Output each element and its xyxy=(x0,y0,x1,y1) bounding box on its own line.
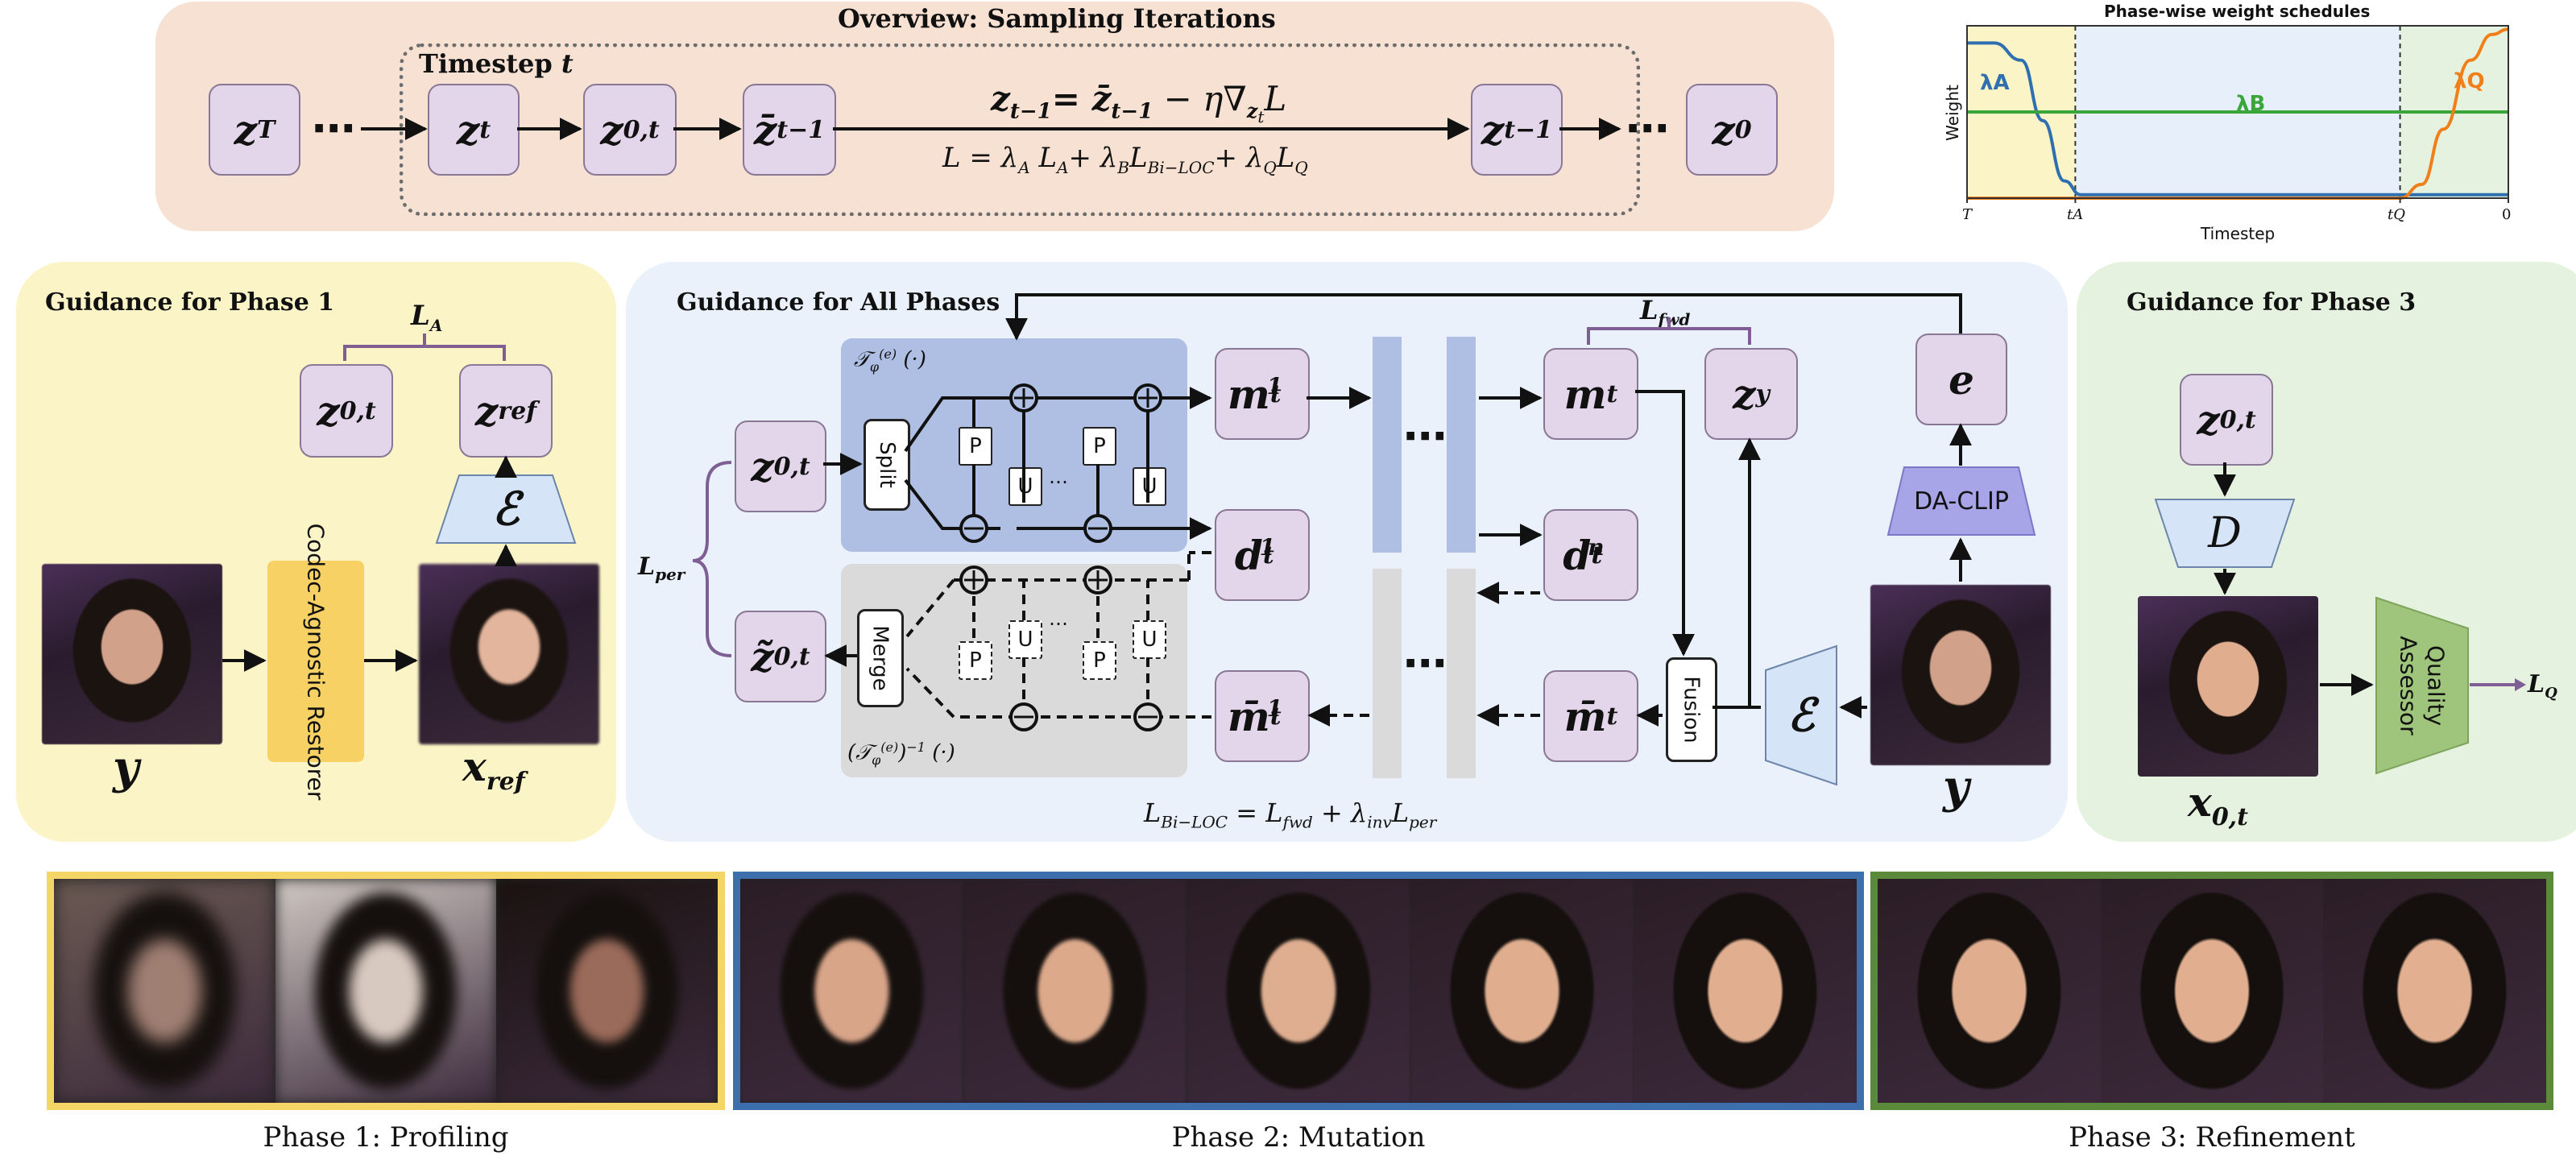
legend-lambda-Q: λQ xyxy=(2454,69,2485,93)
split-box: Split xyxy=(863,419,910,511)
phase-region xyxy=(2400,26,2508,198)
inverse-op-label: (𝒯φ(e))−1 (·) xyxy=(847,740,955,768)
phase-region xyxy=(1967,26,2076,198)
ellipsis: ⋯ xyxy=(1049,612,1068,635)
all-phases-title: Guidance for All Phases xyxy=(677,288,1000,317)
merge-box: Merge xyxy=(857,609,904,707)
inverse-column xyxy=(1447,569,1476,778)
strip-frame-photo xyxy=(1633,879,1857,1103)
strip-frame-photo xyxy=(963,879,1187,1103)
strip-frame-photo xyxy=(1410,879,1634,1103)
strip-frame-photo xyxy=(496,879,718,1103)
reference-photo xyxy=(419,564,599,744)
node-z-0t: z 0,t xyxy=(2180,374,2273,466)
all-phases-input-label: y xyxy=(1943,760,1969,814)
node-z-0t: z 0,t xyxy=(300,364,393,458)
timestep-label: Timestep t xyxy=(419,48,574,79)
phase1-ref-label: xref xyxy=(462,743,525,796)
node-mbar-t-1: m̄ t 1 xyxy=(1215,670,1310,762)
node-e: e xyxy=(1915,334,2007,425)
update-box: U xyxy=(1133,467,1166,506)
phase1-title: Guidance for Phase 1 xyxy=(45,288,335,317)
strip-frame-photo xyxy=(1187,879,1410,1103)
quality-assessor: Quality Assessor xyxy=(2375,596,2470,775)
strip-frame-photo xyxy=(2323,879,2546,1103)
quality-loss-label: LQ xyxy=(2528,670,2557,702)
phase3-output-label: x0,t xyxy=(2188,778,2248,831)
phase1-caption: Phase 1: Profiling xyxy=(263,1121,509,1154)
phase1-loss-label: LA xyxy=(411,300,443,335)
weight-chart-title: Phase-wise weight schedules xyxy=(2104,2,2371,21)
degraded-input-photo xyxy=(1870,585,2051,765)
node-z-0t: z 0,t xyxy=(583,84,677,176)
predict-box: P xyxy=(959,427,992,466)
strip-frame-photo xyxy=(740,879,964,1103)
fwd-loss-label: Lfwd xyxy=(1640,295,1691,329)
legend-lambda-B: λB xyxy=(2236,92,2266,116)
ellipsis: ⋯ xyxy=(1626,103,1669,154)
phase2-caption: Phase 2: Mutation xyxy=(1171,1121,1426,1154)
predict-box: P xyxy=(959,641,992,680)
degraded-input-photo xyxy=(42,564,222,744)
ellipsis: ⋯ xyxy=(1403,638,1447,689)
ellipsis: ⋯ xyxy=(1049,470,1068,493)
node-mbar-t: m̄ t xyxy=(1543,670,1638,762)
forward-op-label: 𝒯φ(e) (·) xyxy=(854,346,926,375)
ellipsis: ⋯ xyxy=(312,103,355,154)
strip-frame-photo xyxy=(275,879,497,1103)
x-tick-tQ: tQ xyxy=(2388,206,2405,223)
phase2-strip xyxy=(733,872,1864,1110)
weight-chart-xlabel: Timestep xyxy=(2201,224,2276,243)
node-z-0t: z 0,t xyxy=(735,420,826,512)
fusion-box: Fusion xyxy=(1666,657,1717,762)
weight-chart-ylabel: Weight xyxy=(1943,85,1962,141)
phase1-encoder: ℰ xyxy=(435,474,577,545)
update-box: U xyxy=(1008,620,1042,659)
series-line-lambda-a xyxy=(1967,41,2508,197)
update-box: U xyxy=(1008,467,1042,506)
loss-equation: L = λA LA+ λBLBi−LOC+ λQLQ xyxy=(942,142,1308,177)
x-tick-T: T xyxy=(1962,206,1973,223)
forward-column xyxy=(1373,337,1402,553)
phase1-strip xyxy=(47,872,725,1110)
update-equation: zt−1= z̄t−1 − η∇ztL xyxy=(991,79,1287,127)
ellipsis: ⋯ xyxy=(1403,411,1447,462)
per-loss-label: Lper xyxy=(638,553,685,584)
phase3-decoder: D xyxy=(2154,498,2296,569)
phase3-title: Guidance for Phase 3 xyxy=(2127,288,2417,317)
phase3-caption: Phase 3: Refinement xyxy=(2069,1121,2355,1154)
x-tick-tA: tA xyxy=(2067,206,2084,223)
all-phases-encoder: ℰ xyxy=(1764,644,1838,786)
inverse-column xyxy=(1373,569,1402,778)
phase3-strip xyxy=(1870,872,2553,1110)
update-box: U xyxy=(1133,620,1166,659)
phase1-input-label: y xyxy=(113,741,139,794)
strip-frame-photo xyxy=(54,879,275,1103)
node-z-ref: z ref xyxy=(459,364,553,458)
codec-agnostic-restorer: Codec-Agnostic Restorer xyxy=(267,523,364,800)
node-ztilde-0t: z̃ 0,t xyxy=(735,611,826,702)
predict-box: P xyxy=(1083,641,1116,680)
node-z-t-1: z t−1 xyxy=(1471,84,1563,176)
node-zbar-t-1: z̄ t−1 xyxy=(743,84,836,176)
strip-frame-photo xyxy=(1878,879,2101,1103)
daclip-block: DA-CLIP xyxy=(1886,466,2036,536)
forward-column xyxy=(1447,337,1476,553)
bi-loc-equation: LBi−LOC = Lfwd + λinvLper xyxy=(1144,798,1437,832)
x-tick-0: 0 xyxy=(2502,206,2512,223)
predict-box: P xyxy=(1083,427,1116,466)
overview-title: Overview: Sampling Iterations xyxy=(838,3,1276,34)
restored-output-photo xyxy=(2138,596,2318,777)
strip-frame-photo xyxy=(2100,879,2324,1103)
legend-lambda-A: λA xyxy=(1980,71,2010,95)
